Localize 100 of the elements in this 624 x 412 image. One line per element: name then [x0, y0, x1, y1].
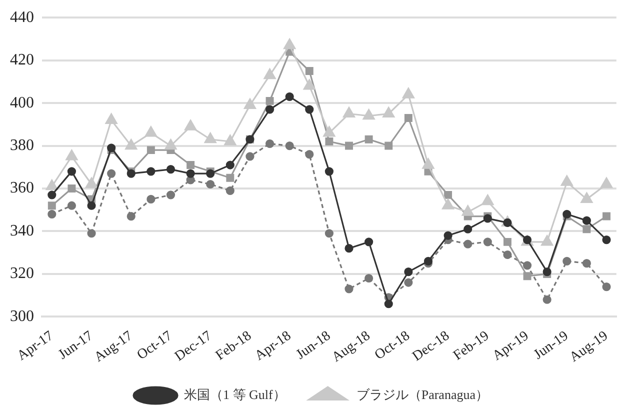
point [344, 244, 354, 253]
point [523, 272, 532, 280]
point [482, 194, 494, 206]
point [303, 79, 316, 90]
point [244, 98, 256, 109]
point [541, 235, 554, 246]
point [542, 268, 552, 276]
point [384, 142, 393, 150]
point [483, 238, 492, 246]
point [582, 258, 591, 268]
point [66, 150, 78, 160]
point [602, 212, 610, 220]
point [67, 201, 76, 210]
point [48, 210, 56, 218]
point [560, 175, 573, 186]
point [86, 177, 98, 188]
y-tick-label: 400 [10, 94, 34, 112]
point [144, 126, 157, 137]
point [364, 238, 374, 246]
point [46, 180, 58, 190]
point [125, 138, 138, 150]
point [562, 256, 572, 266]
point [186, 161, 195, 169]
point [226, 186, 234, 195]
point [384, 300, 393, 308]
y-tick-label: 340 [10, 222, 34, 240]
point [146, 167, 156, 176]
point [343, 106, 356, 118]
point [284, 38, 296, 50]
point [424, 256, 433, 266]
point [146, 146, 155, 154]
y-tick-label: 300 [10, 308, 34, 325]
point [602, 282, 611, 292]
point [285, 141, 294, 150]
point [324, 229, 334, 238]
point [126, 212, 136, 221]
point [442, 198, 454, 210]
point [462, 205, 474, 216]
point [542, 295, 552, 304]
point [105, 113, 118, 124]
point [224, 134, 236, 146]
point [364, 274, 374, 283]
point [580, 192, 593, 203]
point [186, 169, 195, 178]
point [600, 177, 612, 188]
point [464, 240, 472, 248]
point [305, 150, 314, 159]
legend-label: ブラジル（Paranagua） [356, 386, 488, 402]
point [87, 229, 96, 238]
point [503, 238, 512, 246]
point [166, 164, 176, 174]
point [402, 88, 414, 98]
point [464, 224, 472, 234]
point [562, 210, 572, 218]
point [324, 167, 334, 176]
point [107, 144, 116, 152]
point [582, 225, 591, 234]
point [483, 214, 492, 223]
y-tick-label: 440 [10, 8, 34, 26]
point [305, 67, 314, 75]
point [206, 169, 215, 178]
point [344, 284, 354, 294]
point [67, 167, 76, 176]
point [48, 190, 56, 200]
point [246, 152, 254, 161]
point [226, 174, 234, 182]
point [184, 120, 197, 130]
point [444, 190, 452, 199]
point [582, 216, 591, 225]
point [345, 142, 353, 150]
point [87, 201, 96, 210]
point [325, 138, 334, 146]
point [422, 158, 434, 169]
point [602, 235, 611, 244]
y-tick-label: 360 [10, 180, 34, 197]
point [404, 268, 413, 276]
point [264, 68, 276, 80]
y-tick-label: 420 [10, 52, 34, 69]
point [226, 160, 234, 170]
point [206, 180, 215, 189]
point [68, 184, 76, 192]
point [107, 169, 116, 178]
y-tick-label: 320 [10, 265, 34, 282]
point [323, 126, 336, 137]
point [404, 114, 412, 122]
point [48, 202, 56, 210]
point [364, 135, 373, 144]
point [164, 138, 177, 150]
point [404, 278, 413, 287]
point [362, 109, 375, 120]
point [265, 105, 274, 114]
point [522, 261, 532, 270]
point [285, 92, 294, 101]
point [444, 231, 452, 240]
point [166, 190, 176, 200]
point [266, 96, 274, 105]
point [265, 139, 274, 148]
point [126, 169, 136, 178]
point [146, 194, 156, 204]
point [204, 132, 216, 144]
